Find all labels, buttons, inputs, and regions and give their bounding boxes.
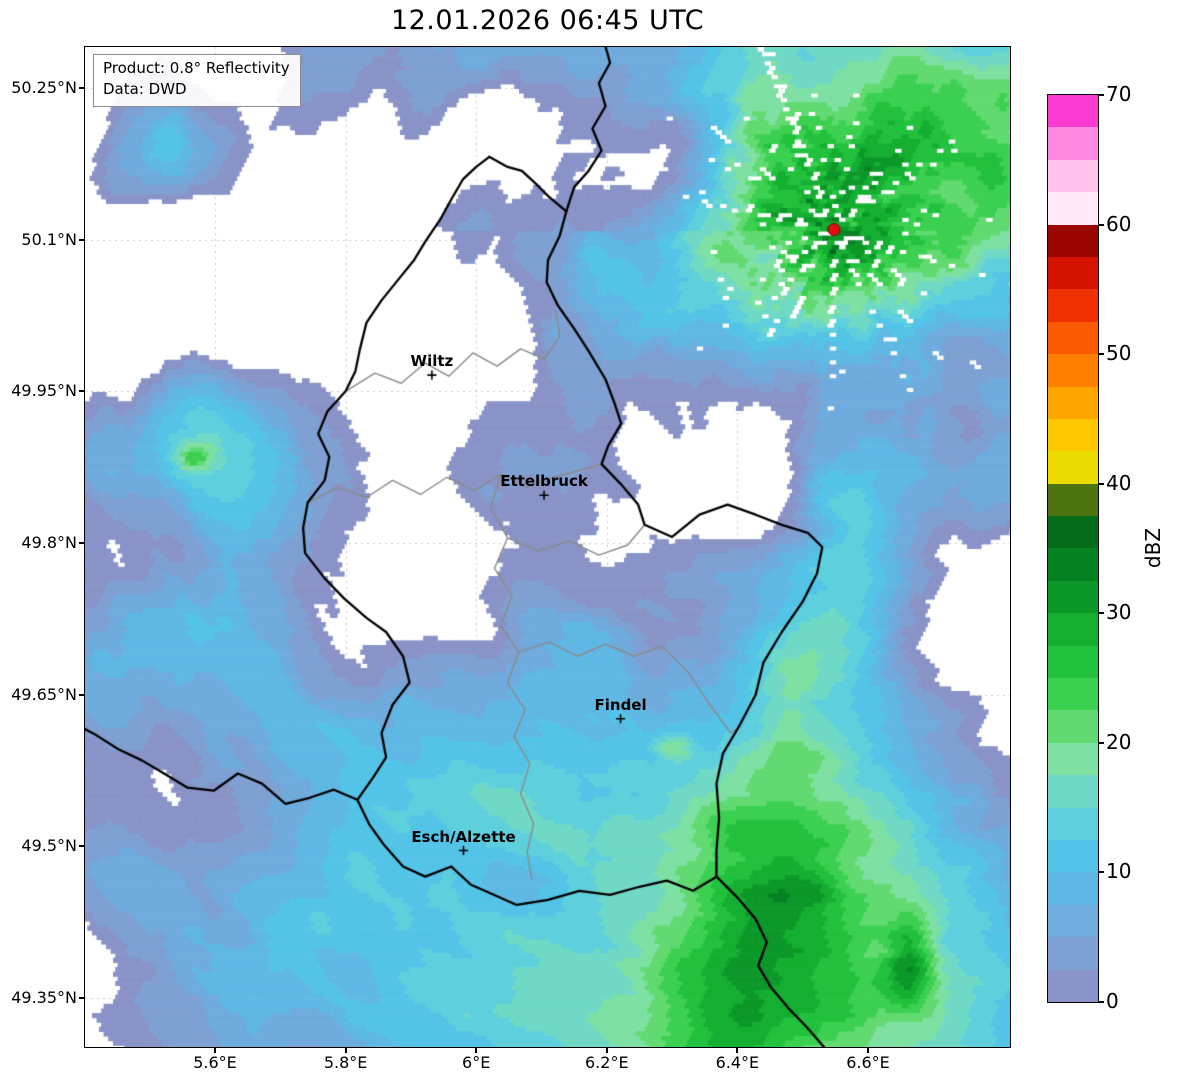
colorbar xyxy=(1047,94,1099,1003)
radar-map-canvas[interactable] xyxy=(85,47,1010,1047)
map-plot-area[interactable]: Product: 0.8° Reflectivity Data: DWD Wil… xyxy=(84,46,1011,1048)
lon-tick-label: 6.2°E xyxy=(585,1053,629,1072)
colorbar-tick-label: 20 xyxy=(1106,729,1132,754)
colorbar-band xyxy=(1048,321,1098,355)
colorbar-band xyxy=(1048,613,1098,646)
colorbar-band xyxy=(1048,451,1098,484)
colorbar-band xyxy=(1048,95,1098,128)
colorbar-band xyxy=(1048,256,1098,290)
lon-tick-label: 6.6°E xyxy=(846,1053,890,1072)
lon-tick-label: 5.6°E xyxy=(193,1053,237,1072)
colorbar-band xyxy=(1048,192,1098,225)
colorbar-tick-mark xyxy=(1099,741,1104,744)
colorbar-band xyxy=(1048,548,1098,581)
lat-tick-label: 49.5°N xyxy=(21,836,77,856)
colorbar-tick-mark xyxy=(1099,353,1104,356)
colorbar-tick-label: 30 xyxy=(1106,600,1132,625)
colorbar-band xyxy=(1048,710,1098,743)
colorbar-tick-mark xyxy=(1099,94,1104,96)
lon-tick-mark xyxy=(475,1047,478,1053)
colorbar-band xyxy=(1048,839,1098,873)
lat-tick-label: 50.25°N xyxy=(11,78,77,98)
colorbar-band xyxy=(1048,775,1098,808)
colorbar-band xyxy=(1048,159,1098,193)
colorbar-band xyxy=(1048,516,1098,549)
colorbar-tick-mark xyxy=(1099,482,1104,485)
lat-tick-label: 50.1°N xyxy=(21,229,77,249)
colorbar-band xyxy=(1048,418,1098,452)
colorbar-band xyxy=(1048,807,1098,840)
colorbar-band xyxy=(1048,127,1098,160)
colorbar-band xyxy=(1048,872,1098,905)
product-info-box: Product: 0.8° Reflectivity Data: DWD xyxy=(93,54,301,107)
colorbar-tick-mark xyxy=(1099,871,1104,874)
colorbar-tick-mark xyxy=(1099,612,1104,615)
colorbar-tick-label: 40 xyxy=(1106,470,1132,495)
colorbar-band xyxy=(1048,678,1098,711)
product-info-line: Product: 0.8° Reflectivity xyxy=(103,59,290,77)
lon-tick-mark xyxy=(736,1047,739,1053)
colorbar-tick-mark xyxy=(1099,223,1104,226)
lon-tick-label: 6.4°E xyxy=(715,1053,760,1072)
lon-tick-mark xyxy=(605,1047,608,1053)
lon-tick-mark xyxy=(866,1047,869,1053)
colorbar-band xyxy=(1048,224,1098,257)
colorbar-tick-mark xyxy=(1099,1001,1104,1003)
colorbar-band xyxy=(1048,969,1098,1002)
colorbar-band xyxy=(1048,580,1098,614)
colorbar-band xyxy=(1048,354,1098,387)
lon-tick-label: 6°E xyxy=(462,1053,491,1072)
figure-title: 12.01.2026 06:45 UTC xyxy=(390,5,705,36)
colorbar-label: dBZ xyxy=(1141,527,1165,569)
colorbar-band xyxy=(1048,483,1098,517)
lat-tick-label: 49.95°N xyxy=(11,381,77,401)
colorbar-band xyxy=(1048,937,1098,970)
colorbar-band xyxy=(1048,904,1098,938)
lat-tick-label: 49.35°N xyxy=(11,987,77,1007)
lon-tick-mark xyxy=(214,1047,216,1053)
colorbar-tick-label: 70 xyxy=(1106,82,1132,106)
colorbar-tick-label: 0 xyxy=(1106,989,1119,1013)
colorbar-band xyxy=(1048,386,1098,419)
colorbar-band xyxy=(1048,742,1098,776)
lon-tick-label: 5.8°E xyxy=(323,1053,368,1072)
data-source-line: Data: DWD xyxy=(103,80,187,99)
lon-tick-mark xyxy=(344,1047,347,1053)
lat-tick-label: 49.8°N xyxy=(21,533,77,552)
colorbar-band xyxy=(1048,289,1098,322)
colorbar-tick-label: 50 xyxy=(1106,341,1132,366)
colorbar-band xyxy=(1048,645,1098,679)
colorbar-tick-label: 10 xyxy=(1106,859,1132,884)
colorbar-tick-label: 60 xyxy=(1106,211,1132,236)
lat-tick-label: 49.65°N xyxy=(11,684,77,704)
